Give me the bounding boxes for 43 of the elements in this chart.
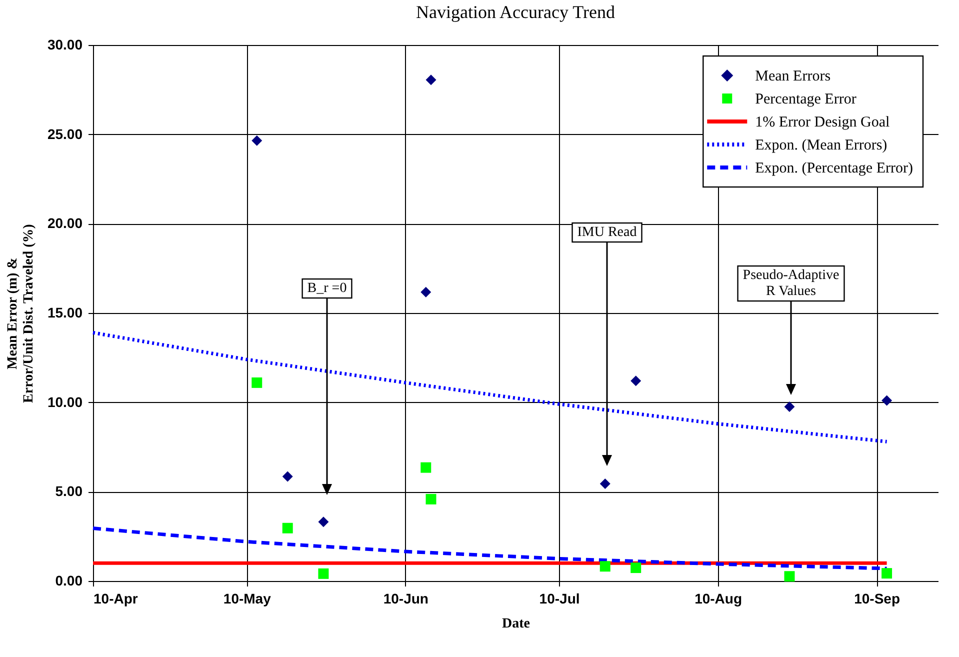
legend-label: Expon. (Percentage Error) — [755, 160, 913, 176]
point — [630, 376, 642, 386]
y-axis-title: Mean Error (m) & Error/Unit Dist. Traveled (%) — [5, 224, 36, 403]
annotation: IMU Read — [577, 225, 637, 240]
legend-label: Percentage Error — [755, 92, 856, 108]
y-tick-label: 30.00 — [47, 36, 83, 52]
point — [882, 568, 892, 579]
y-tick-label: 0.00 — [55, 572, 83, 588]
legend-label: 1% Error Design Goal — [755, 114, 890, 130]
y-tick-label: 5.00 — [55, 483, 83, 500]
point — [426, 74, 436, 86]
y-tick-label: 15.00 — [47, 304, 83, 320]
point — [252, 377, 262, 388]
point — [882, 395, 892, 406]
chart-title: Navigation Accuracy Trend — [416, 2, 615, 22]
annotation: B_r =0 — [307, 281, 347, 296]
annotation: Pseudo-Adaptive R Values — [742, 268, 840, 299]
y-tick-label: 20.00 — [47, 215, 83, 232]
point — [784, 571, 795, 582]
legend-label: Mean Errors — [755, 68, 831, 84]
point — [282, 522, 293, 534]
x-tick-label: 10-May — [223, 590, 272, 606]
point — [252, 135, 262, 146]
point — [318, 568, 329, 579]
y-tick-label: 10.00 — [47, 394, 83, 410]
legend-label: Expon. (Mean Errors) — [755, 138, 888, 154]
point — [784, 402, 795, 412]
x-tick-label: 10-Jun — [383, 590, 428, 606]
y-tick-label: 25.00 — [47, 126, 83, 142]
point — [600, 561, 610, 572]
point — [420, 462, 432, 473]
x-tick-label: 10-Apr — [94, 590, 138, 606]
x-tick-label: 10-Jul — [539, 590, 580, 606]
point — [420, 286, 432, 298]
point — [426, 494, 436, 504]
x-tick-label: 10-Sep — [854, 590, 900, 606]
line-series — [91, 330, 889, 444]
x-tick-label: 10-Aug — [694, 590, 742, 606]
point — [318, 516, 329, 528]
point — [282, 471, 293, 482]
point — [630, 562, 642, 574]
x-axis-title: Date — [502, 616, 530, 632]
point — [600, 478, 610, 490]
